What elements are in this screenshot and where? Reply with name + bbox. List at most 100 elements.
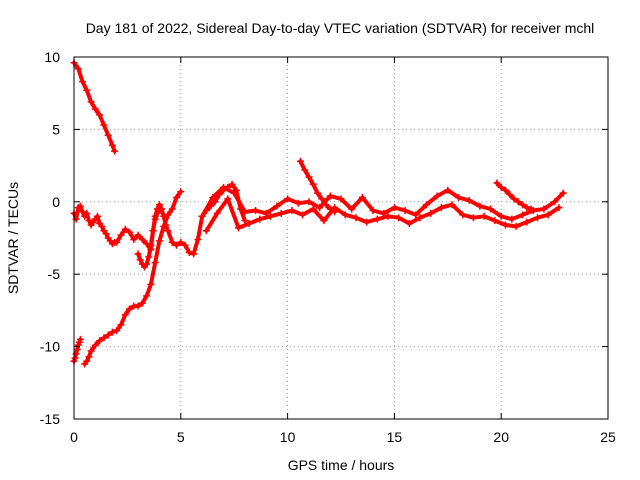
data-point (79, 208, 87, 216)
series-track-dip (134, 205, 163, 271)
data-point (384, 212, 392, 220)
data-point (390, 204, 398, 212)
data-point (209, 193, 217, 201)
data-point (448, 201, 456, 209)
data-point (173, 193, 181, 201)
data-point (405, 220, 413, 228)
data-point (523, 204, 531, 212)
data-point (177, 188, 185, 196)
data-point (136, 256, 144, 264)
data-point (198, 212, 206, 220)
data-point (363, 218, 371, 226)
data-point (79, 78, 87, 86)
x-tick-label: 20 (493, 429, 509, 445)
data-point (85, 353, 93, 361)
data-point (113, 327, 121, 335)
data-point (108, 328, 116, 336)
series-track-lower-rise (81, 188, 185, 368)
x-tick-label: 0 (70, 429, 78, 445)
data-point (87, 347, 95, 355)
data-point (117, 321, 125, 329)
data-point (93, 212, 101, 220)
data-point (437, 204, 445, 212)
data-point (121, 225, 129, 233)
data-point (113, 238, 121, 246)
series-track-main-upper (198, 183, 567, 223)
data-point (401, 206, 409, 214)
y-tick-label: -15 (40, 411, 60, 427)
data-point (151, 259, 159, 267)
data-point (512, 222, 520, 230)
data-point (71, 354, 79, 362)
series-trace (204, 196, 561, 233)
data-point (117, 231, 125, 239)
data-point (331, 208, 339, 216)
data-point (87, 98, 95, 106)
data-point (83, 209, 91, 217)
data-point (519, 201, 527, 209)
y-axis-label: SDTVAR / TECUs (5, 182, 21, 294)
data-point (301, 166, 309, 174)
data-point (220, 183, 228, 191)
data-point (326, 192, 334, 200)
data-point (501, 186, 509, 194)
data-point (76, 202, 84, 210)
data-point (185, 248, 193, 256)
data-point (143, 240, 151, 248)
x-axis-label: GPS time / hours (288, 457, 395, 473)
data-point (373, 215, 381, 223)
data-point (100, 334, 108, 342)
data-point (194, 235, 202, 243)
series-track-upper-left (70, 59, 119, 155)
data-point (134, 250, 142, 258)
chart-title: Day 181 of 2022, Sidereal Day-to-day VTE… (86, 20, 595, 36)
data-point (309, 205, 317, 213)
data-point (469, 214, 477, 222)
data-point (497, 212, 505, 220)
data-point (527, 205, 535, 213)
data-point (487, 205, 495, 213)
data-point (358, 193, 366, 201)
data-point (395, 214, 403, 222)
data-point (74, 65, 82, 73)
data-point (213, 209, 221, 217)
series-track-spike-10h (296, 157, 339, 216)
data-point (337, 195, 345, 203)
data-point (149, 227, 157, 235)
data-point (224, 195, 232, 203)
data-point (147, 241, 155, 249)
x-tick-label: 5 (177, 429, 185, 445)
data-point (134, 231, 142, 239)
data-point (126, 305, 134, 313)
data-point (230, 189, 238, 197)
data-point (273, 202, 281, 210)
x-tick-label: 25 (600, 429, 616, 445)
data-point (76, 335, 84, 343)
data-point (480, 212, 488, 220)
data-point (181, 241, 189, 249)
data-point (138, 235, 146, 243)
data-point (551, 198, 559, 206)
data-point (277, 209, 285, 217)
data-point (143, 260, 151, 268)
data-point (96, 337, 104, 345)
data-point (151, 215, 159, 223)
data-point (177, 238, 185, 246)
data-point (476, 202, 484, 210)
data-point (501, 221, 509, 229)
data-point (138, 299, 146, 307)
data-point (510, 195, 518, 203)
data-point (241, 208, 249, 216)
data-point (83, 86, 91, 94)
data-point (73, 345, 81, 353)
data-point (318, 195, 326, 203)
data-point (91, 105, 99, 113)
data-point (104, 331, 112, 339)
data-point (241, 217, 249, 225)
data-point (96, 111, 104, 119)
data-point (369, 206, 377, 214)
data-point (497, 183, 505, 191)
data-point (555, 204, 563, 212)
data-point (284, 195, 292, 203)
y-tick-label: -10 (40, 339, 60, 355)
